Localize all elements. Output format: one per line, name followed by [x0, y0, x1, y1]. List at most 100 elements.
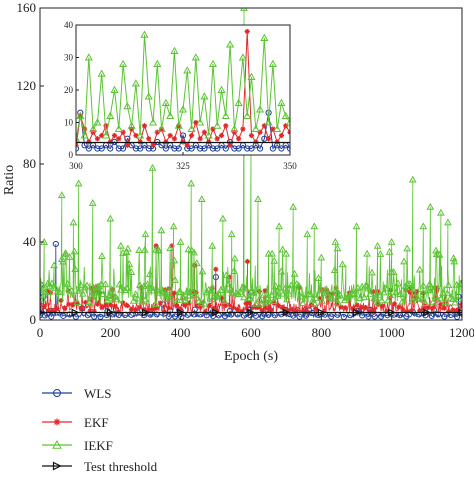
marker-iekf	[400, 257, 408, 265]
marker-iekf	[336, 291, 345, 299]
marker-iekf	[392, 288, 400, 296]
marker-iekf	[322, 285, 331, 292]
marker-iekf	[161, 294, 170, 302]
inset-marker-iekf	[76, 111, 85, 120]
marker-iekf	[310, 299, 319, 307]
marker-iekf	[69, 218, 78, 226]
marker-ekf	[62, 305, 68, 311]
marker-ekf	[417, 308, 423, 314]
marker-iekf	[81, 283, 89, 291]
marker-ekf	[186, 300, 192, 306]
marker-ekf	[211, 306, 217, 312]
marker-ekf	[408, 308, 414, 314]
marker-iekf	[409, 285, 418, 293]
marker-iekf	[310, 222, 319, 230]
marker-iekf	[166, 244, 174, 252]
marker-iekf	[255, 295, 264, 302]
marker-iekf	[403, 244, 411, 252]
threshold-marker	[247, 308, 256, 317]
inset-marker-iekf	[243, 111, 252, 120]
marker-iekf	[125, 260, 134, 268]
inset-marker-iekf	[101, 131, 111, 139]
inset-marker-iekf	[166, 111, 175, 120]
marker-ekf	[354, 302, 360, 308]
marker-ekf	[166, 305, 172, 311]
inset-marker-iekf	[251, 124, 260, 133]
marker-iekf	[207, 286, 215, 294]
marker-wls	[428, 312, 435, 319]
marker-ekf	[425, 304, 431, 310]
inset-marker-iekf	[114, 124, 123, 133]
inset-marker-iekf	[196, 118, 205, 126]
marker-iekf	[240, 293, 248, 301]
marker-iekf	[148, 163, 157, 171]
inset-marker-ekf	[210, 126, 216, 132]
marker-ekf	[301, 308, 307, 314]
marker-iekf	[406, 280, 414, 287]
marker-iekf	[449, 295, 457, 303]
marker-iekf	[48, 279, 56, 287]
marker-iekf	[289, 202, 298, 210]
legend-label: Test threshold	[84, 459, 158, 474]
marker-iekf	[318, 296, 326, 304]
x-tick-label: 200	[101, 325, 121, 340]
marker-iekf	[88, 198, 97, 206]
inset-marker-ekf	[120, 129, 126, 135]
marker-iekf	[254, 195, 262, 202]
inset-marker-iekf	[204, 131, 213, 139]
marker-ekf	[137, 304, 143, 310]
marker-iekf	[437, 208, 445, 216]
x-tick-label: 1200	[449, 325, 474, 340]
inset-marker-wls	[222, 145, 229, 152]
marker-iekf	[178, 293, 187, 301]
marker-iekf	[419, 222, 428, 230]
marker-ekf	[58, 297, 64, 304]
inset-marker-iekf	[200, 92, 209, 100]
marker-iekf	[240, 8, 248, 11]
marker-iekf	[303, 230, 312, 238]
inset-marker-ekf	[111, 132, 118, 139]
threshold-marker	[177, 308, 186, 317]
marker-iekf	[320, 286, 328, 294]
marker-iekf	[169, 222, 178, 230]
marker-ekf	[70, 301, 76, 307]
marker-ekf	[120, 300, 126, 306]
marker-iekf	[387, 237, 396, 245]
marker-ekf	[239, 308, 245, 315]
marker-iekf	[176, 288, 185, 296]
threshold-marker	[71, 308, 80, 317]
marker-wls	[52, 240, 59, 248]
inset-marker-wls	[98, 145, 105, 152]
series-markers-ekf	[40, 243, 462, 315]
marker-ekf	[450, 307, 456, 313]
marker-ekf	[190, 289, 196, 295]
marker-iekf	[74, 286, 83, 294]
x-axis-label: Epoch (s)	[224, 349, 278, 364]
marker-iekf	[190, 248, 198, 256]
marker-iekf	[111, 292, 120, 300]
marker-iekf	[106, 214, 115, 222]
marker-iekf	[265, 296, 274, 304]
marker-iekf	[70, 247, 79, 255]
marker-ekf	[213, 266, 219, 272]
marker-iekf	[350, 290, 359, 297]
marker-wls	[365, 313, 372, 320]
marker-iekf	[306, 290, 315, 298]
inset-x-tick-label: 300	[69, 161, 83, 171]
marker-iekf	[386, 291, 395, 299]
marker-iekf	[435, 250, 444, 258]
inset-marker-iekf	[131, 79, 140, 87]
legend-item-ekf: EKF	[42, 415, 109, 430]
marker-iekf	[101, 280, 110, 288]
marker-iekf	[384, 296, 392, 304]
inset-marker-iekf	[110, 85, 119, 94]
marker-ekf	[41, 303, 47, 309]
marker-iekf	[181, 296, 189, 304]
marker-iekf	[200, 299, 209, 307]
marker-ekf	[420, 290, 426, 296]
marker-ekf	[379, 303, 386, 309]
marker-iekf	[330, 266, 339, 273]
marker-ekf	[350, 305, 356, 311]
threshold-marker	[458, 308, 462, 317]
marker-ekf	[438, 301, 444, 307]
